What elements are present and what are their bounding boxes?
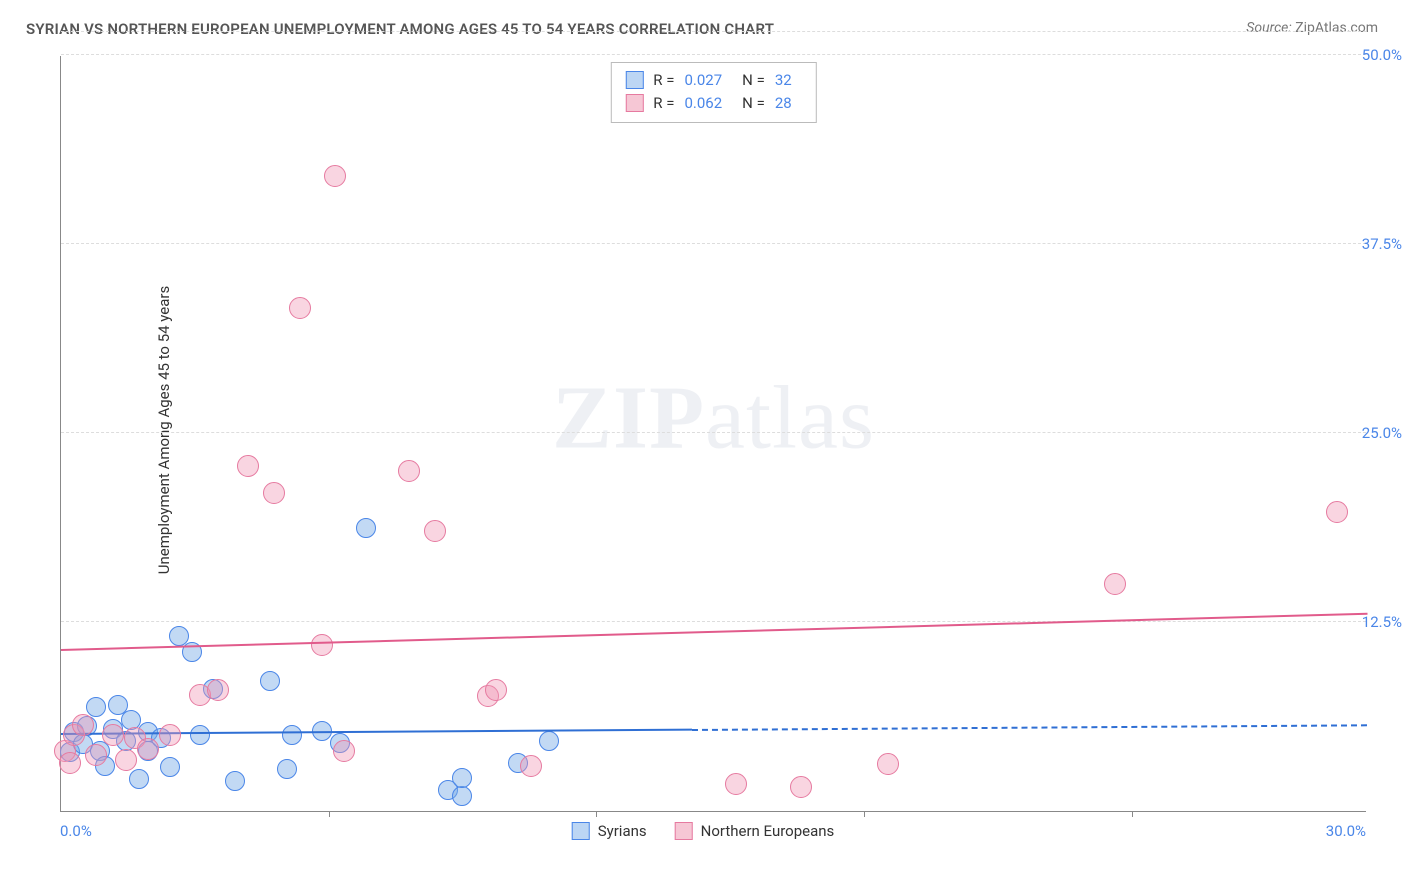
gridline xyxy=(61,621,1366,622)
n-label: N = xyxy=(742,92,765,115)
plot-area: ZIPatlas R =0.027N =32R =0.062N =28 12.5… xyxy=(60,56,1366,812)
legend-item-syrians: Syrians xyxy=(572,822,647,840)
syrians-swatch xyxy=(572,822,590,840)
northern_europeans-point xyxy=(207,679,229,701)
northern_europeans-point xyxy=(520,755,542,777)
legend-item-northern_europeans: Northern Europeans xyxy=(675,822,835,840)
syrians-point xyxy=(539,731,559,751)
gridline xyxy=(61,54,1366,55)
y-tick-label: 37.5% xyxy=(1362,235,1402,253)
x-tick xyxy=(1132,811,1133,817)
r-value: 0.062 xyxy=(684,92,722,115)
legend: Syrians Northern Europeans xyxy=(572,822,835,840)
source-value: ZipAtlas.com xyxy=(1295,20,1378,36)
x-tick xyxy=(329,811,330,817)
chart-title: SYRIAN VS NORTHERN EUROPEAN UNEMPLOYMENT… xyxy=(26,20,774,38)
northern_europeans-point xyxy=(311,634,333,656)
syrians-point xyxy=(225,771,245,791)
n-value: 28 xyxy=(775,92,792,115)
northern_europeans-point xyxy=(137,738,159,760)
northern_europeans-point xyxy=(237,455,259,477)
r-label: R = xyxy=(653,92,674,115)
y-tick-label: 12.5% xyxy=(1362,613,1402,631)
northern_europeans-point xyxy=(725,773,747,795)
northern_europeans-trendline xyxy=(61,612,1367,650)
northern_europeans-point xyxy=(424,520,446,542)
northern_europeans-point xyxy=(790,776,812,798)
syrians-point xyxy=(452,768,472,788)
syrians-point xyxy=(169,626,189,646)
r-value: 0.027 xyxy=(684,69,722,92)
correlation-stats-box: R = 0.027 N = 32 R = 0.062 N = 28 xyxy=(610,62,816,123)
x-axis-max-label: 30.0% xyxy=(1326,822,1366,840)
source-attribution: Source: ZipAtlas.com xyxy=(1246,20,1378,36)
northern_europeans-point xyxy=(333,740,355,762)
stats-row-northern_europeans: R = 0.062 N = 28 xyxy=(625,92,801,115)
gridline xyxy=(61,243,1366,244)
syrians-point xyxy=(260,671,280,691)
watermark: ZIPatlas xyxy=(552,367,875,470)
syrians-point xyxy=(160,757,180,777)
syrians-point xyxy=(277,759,297,779)
northern_europeans-point xyxy=(85,744,107,766)
syrians-point xyxy=(129,769,149,789)
legend-label: Northern Europeans xyxy=(701,822,835,840)
x-axis-min-label: 0.0% xyxy=(60,822,92,840)
watermark-rest: atlas xyxy=(705,369,875,468)
northern_europeans-point xyxy=(485,679,507,701)
northern_europeans-point xyxy=(102,724,124,746)
northern_europeans-point xyxy=(72,714,94,736)
northern_europeans-point xyxy=(59,752,81,774)
northern_europeans-point xyxy=(1326,501,1348,523)
syrians-point xyxy=(452,786,472,806)
gridline xyxy=(61,432,1366,433)
northern_europeans-swatch xyxy=(625,94,643,112)
syrians-trendline xyxy=(692,724,1367,731)
n-value: 32 xyxy=(775,69,792,92)
legend-label: Syrians xyxy=(598,822,647,840)
x-tick xyxy=(596,811,597,817)
northern_europeans-point xyxy=(324,165,346,187)
syrians-point xyxy=(86,697,106,717)
y-tick-label: 50.0% xyxy=(1362,46,1402,64)
northern_europeans-point xyxy=(263,482,285,504)
r-label: R = xyxy=(653,69,674,92)
syrians-point xyxy=(282,725,302,745)
n-label: N = xyxy=(742,69,765,92)
syrians-point xyxy=(190,725,210,745)
northern_europeans-swatch xyxy=(675,822,693,840)
syrians-point xyxy=(356,518,376,538)
y-tick-label: 25.0% xyxy=(1362,424,1402,442)
syrians-swatch xyxy=(625,71,643,89)
x-tick xyxy=(864,811,865,817)
stats-row-syrians: R = 0.027 N = 32 xyxy=(625,69,801,92)
northern_europeans-point xyxy=(115,749,137,771)
source-label: Source: xyxy=(1246,20,1291,36)
gridline xyxy=(61,31,1366,32)
northern_europeans-point xyxy=(877,753,899,775)
northern_europeans-point xyxy=(289,297,311,319)
northern_europeans-point xyxy=(1104,573,1126,595)
northern_europeans-point xyxy=(398,460,420,482)
northern_europeans-point xyxy=(159,724,181,746)
watermark-bold: ZIP xyxy=(552,369,705,468)
